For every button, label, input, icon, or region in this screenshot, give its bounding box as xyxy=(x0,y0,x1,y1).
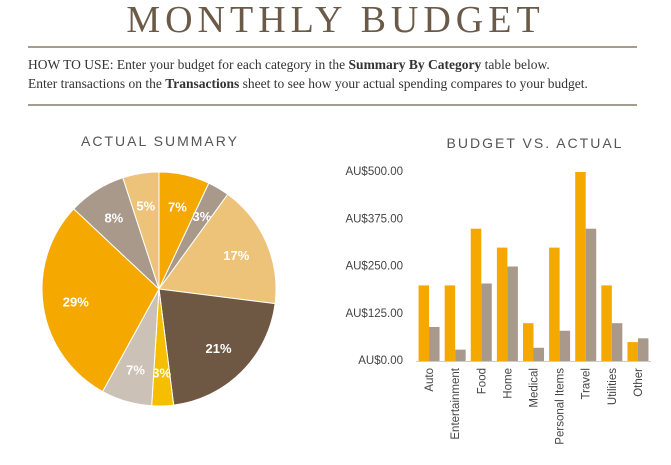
x-tick-label: Entertainment xyxy=(450,367,462,439)
actual-bar xyxy=(611,323,623,361)
howto-text: HOW TO USE: Enter your budget for each c… xyxy=(28,57,349,72)
x-tick-label: Medical xyxy=(529,368,541,408)
actual-bar xyxy=(429,326,440,361)
pie-slice xyxy=(158,193,277,305)
y-tick-label: AU$125.00 xyxy=(345,308,403,320)
howto-text: table below. xyxy=(481,57,550,72)
budget-bar xyxy=(549,247,560,361)
x-tick-label: Utilities xyxy=(607,368,619,405)
budget-bar xyxy=(627,342,638,361)
actual-bar xyxy=(455,349,466,361)
x-tick-label: Food xyxy=(476,368,488,394)
budget-bar xyxy=(601,285,612,361)
y-tick-label: AU$500.00 xyxy=(345,166,403,178)
y-tick-label: AU$375.00 xyxy=(345,213,403,225)
pie-slice-label: 3% xyxy=(152,366,171,381)
pie-slice-label: 29% xyxy=(63,295,89,310)
y-tick-label: AU$250.00 xyxy=(345,261,403,273)
actual-bar xyxy=(559,330,571,361)
actual-bar xyxy=(507,266,518,361)
pie-slice xyxy=(122,171,160,290)
budget-bar xyxy=(575,172,586,361)
y-tick-label: AU$0.00 xyxy=(358,355,403,367)
howto-bold-transactions: Transactions xyxy=(165,76,240,91)
pie-slice-label: 8% xyxy=(104,210,123,225)
pie-slice-label: 17% xyxy=(223,248,249,263)
bottom-divider xyxy=(28,104,637,106)
top-divider xyxy=(28,46,637,48)
budget-bar xyxy=(418,285,430,361)
pie-slice xyxy=(158,288,276,406)
pie-slice-label: 3% xyxy=(192,209,211,224)
budget-bar xyxy=(523,323,534,361)
x-tick-label: Personal Items xyxy=(555,368,567,445)
x-tick-label: Auto xyxy=(424,368,436,392)
pie-chart-title: ACTUAL SUMMARY xyxy=(81,133,239,149)
pie-slice xyxy=(41,208,160,393)
actual-bar xyxy=(533,347,544,361)
howto-bold-summary: Summary By Category xyxy=(348,57,482,72)
budget-bar xyxy=(496,247,508,361)
x-tick-label: Home xyxy=(502,368,514,399)
howto-text: sheet to see how your actual spending co… xyxy=(239,76,588,91)
pie-slice-label: 7% xyxy=(168,199,187,214)
budget-bar xyxy=(444,285,456,361)
how-to-instructions: HOW TO USE: Enter your budget for each c… xyxy=(28,55,648,93)
actual-bar xyxy=(585,228,597,361)
x-tick-label: Other xyxy=(633,368,645,397)
pie-slice-label: 21% xyxy=(206,341,232,356)
actual-bar xyxy=(637,338,649,361)
howto-text: Enter transactions on the xyxy=(28,76,166,91)
pie-chart: 7% 3% 17% 21% 3% 7% 29% 8% 5% xyxy=(41,171,277,407)
pie-slice-label: 7% xyxy=(126,362,145,377)
pie-slice-label: 5% xyxy=(136,198,155,213)
page-title: MONTHLY BUDGET xyxy=(126,0,545,41)
actual-bar xyxy=(481,283,492,361)
budget-bar xyxy=(470,228,482,361)
x-tick-label: Travel xyxy=(581,368,593,400)
bar-chart-title: BUDGET VS. ACTUAL xyxy=(446,135,624,151)
bar-chart: AU$500.00 AU$375.00 AU$250.00 AU$125.00 AU$0… xyxy=(345,166,651,445)
